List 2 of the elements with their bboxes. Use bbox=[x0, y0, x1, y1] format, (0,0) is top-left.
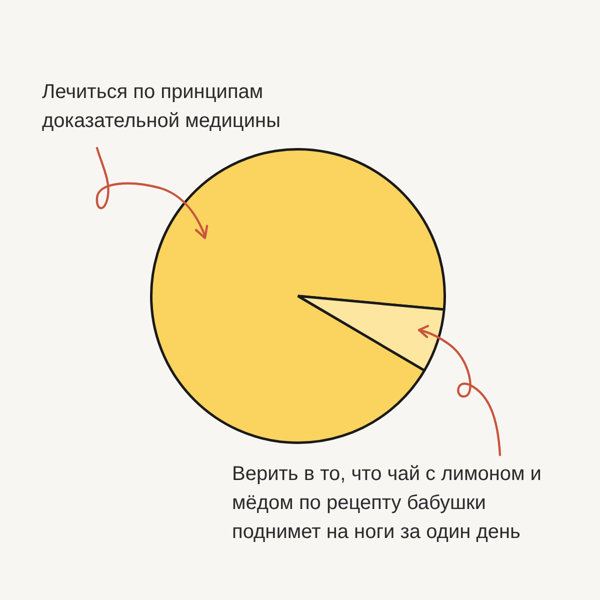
slice-label: Лечиться по принципам доказательной медицины bbox=[42, 80, 282, 134]
slice-label: Верить в то, что чай с лимоном и мёдом по рецепту бабушки поднимет на ноги за один день bbox=[232, 462, 542, 545]
